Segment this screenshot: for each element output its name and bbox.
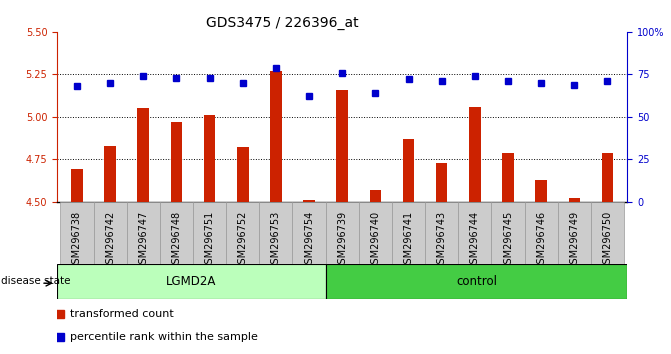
Bar — [127, 202, 160, 264]
Text: GSM296738: GSM296738 — [72, 211, 82, 270]
Text: GSM296746: GSM296746 — [536, 211, 546, 270]
Bar — [57, 264, 325, 299]
Bar — [502, 153, 514, 202]
Text: GSM296753: GSM296753 — [271, 211, 281, 270]
Bar — [193, 202, 226, 264]
Bar — [568, 198, 580, 202]
Text: disease state: disease state — [1, 276, 71, 286]
Bar — [60, 202, 93, 264]
Bar — [293, 202, 325, 264]
Text: GSM296752: GSM296752 — [238, 211, 248, 270]
Text: GSM296748: GSM296748 — [171, 211, 181, 270]
Bar — [403, 139, 414, 202]
Bar — [602, 153, 613, 202]
Bar — [525, 202, 558, 264]
Bar — [491, 202, 525, 264]
Bar — [138, 108, 149, 202]
Bar — [237, 147, 248, 202]
Text: GDS3475 / 226396_at: GDS3475 / 226396_at — [205, 16, 358, 30]
Bar — [104, 146, 116, 202]
Bar — [226, 202, 259, 264]
Bar — [204, 115, 215, 202]
Bar — [303, 200, 315, 202]
Bar — [458, 202, 491, 264]
Bar — [591, 202, 624, 264]
Bar — [359, 202, 392, 264]
Text: GSM296747: GSM296747 — [138, 211, 148, 270]
Text: GSM296740: GSM296740 — [370, 211, 380, 270]
Text: LGMD2A: LGMD2A — [166, 275, 217, 288]
Bar — [325, 202, 359, 264]
Bar — [336, 90, 348, 202]
Text: GSM296744: GSM296744 — [470, 211, 480, 270]
Text: transformed count: transformed count — [70, 309, 174, 319]
Bar — [325, 264, 627, 299]
Bar — [160, 202, 193, 264]
Text: control: control — [456, 275, 497, 288]
Bar — [370, 190, 381, 202]
Bar — [535, 180, 547, 202]
Bar — [469, 107, 480, 202]
Text: GSM296743: GSM296743 — [437, 211, 447, 270]
Text: GSM296749: GSM296749 — [569, 211, 579, 270]
Text: GSM296742: GSM296742 — [105, 211, 115, 270]
Bar — [170, 122, 183, 202]
Text: GSM296750: GSM296750 — [603, 211, 613, 270]
Text: percentile rank within the sample: percentile rank within the sample — [70, 332, 258, 342]
Text: GSM296751: GSM296751 — [205, 211, 215, 270]
Bar — [270, 71, 282, 202]
Text: GSM296739: GSM296739 — [338, 211, 347, 270]
Bar — [71, 170, 83, 202]
Text: GSM296741: GSM296741 — [403, 211, 413, 270]
Bar — [259, 202, 293, 264]
Bar — [93, 202, 127, 264]
Text: GSM296745: GSM296745 — [503, 211, 513, 270]
Bar — [392, 202, 425, 264]
Bar — [558, 202, 591, 264]
Bar — [436, 163, 448, 202]
Bar — [425, 202, 458, 264]
Text: GSM296754: GSM296754 — [304, 211, 314, 270]
